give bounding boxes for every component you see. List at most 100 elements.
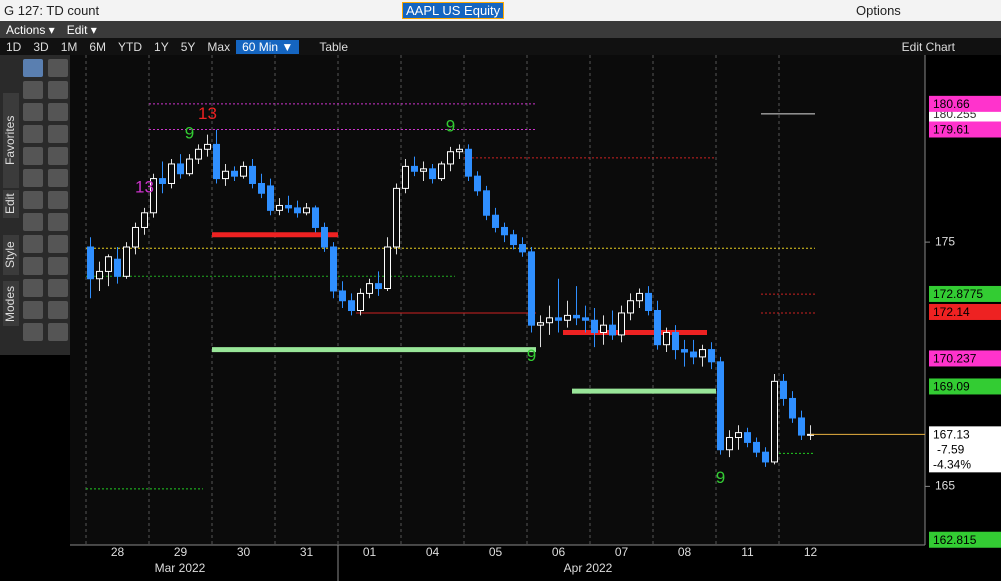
chart: 28 29 30 31 01 04 05 06 07 08 11 12 Mar 2022 Apr 2022… (70, 55, 1001, 581)
x-tick-label: 01 (363, 545, 377, 559)
range-button[interactable]: 6M (89, 39, 107, 54)
range-button[interactable]: 1Y (154, 39, 169, 54)
tool-icon[interactable] (48, 213, 68, 231)
candle-body (276, 204, 283, 211)
candle-body (87, 246, 94, 280)
plot-area (70, 55, 925, 545)
title-bar: G 127: TD count AAPL US Equity Options (0, 0, 1001, 21)
tool-icon[interactable] (48, 125, 68, 143)
candle-body (519, 244, 526, 253)
price-label-box (929, 531, 1001, 548)
range-button[interactable]: 1D (6, 39, 22, 54)
candle-body (654, 310, 661, 346)
tool-icon[interactable] (48, 301, 68, 319)
interval-button[interactable]: 60 Min ▼ (236, 39, 300, 54)
candle-body (609, 324, 616, 336)
candle-body (267, 185, 274, 211)
last-price: 167.13 (933, 428, 970, 442)
candle-body (168, 163, 175, 184)
y-tick-label: 175 (935, 234, 955, 248)
range-button[interactable]: 5Y (180, 39, 196, 54)
candle-body (420, 168, 427, 172)
td-count: 13 (198, 104, 217, 123)
menu-item[interactable]: Edit ▾ (66, 22, 97, 37)
tool-icon[interactable] (48, 191, 68, 209)
candle-body (591, 319, 598, 333)
candle-body (573, 314, 580, 319)
candle-body (222, 170, 229, 180)
tool-icon[interactable] (48, 169, 68, 187)
range-bar: 1D 3D 1M 6M YTD 1Y 5Y Max 60 Min ▼ Table Edit Char… (0, 38, 1001, 55)
options[interactable]: Options (856, 3, 901, 18)
x-tick-label: 12 (804, 545, 818, 559)
candle-body (348, 300, 355, 312)
candle-body (537, 322, 544, 326)
candle-body (690, 351, 697, 358)
ticker-input[interactable]: AAPL US Equity (402, 2, 505, 19)
tool-icon[interactable] (23, 323, 43, 341)
candle-body (735, 432, 742, 439)
x-tick-label: 11 (741, 545, 754, 559)
x-tick-label: 30 (237, 545, 251, 559)
candle-body (465, 148, 472, 177)
candle-body (708, 349, 715, 363)
candle-body (150, 178, 157, 214)
tool-icon[interactable] (48, 59, 68, 77)
candle-body (294, 207, 301, 214)
candle-body (717, 361, 724, 451)
tool-icon[interactable] (23, 301, 43, 319)
tool-icon[interactable] (23, 59, 43, 77)
tool-panel: Favorites Edit Style Modes (0, 55, 70, 355)
menu-bar: Actions ▾ Edit ▾ (0, 21, 1001, 38)
candle-body (555, 317, 562, 321)
tool-icon[interactable] (23, 169, 43, 187)
range-button[interactable]: 3D (33, 39, 49, 54)
tool-icon[interactable] (48, 235, 68, 253)
tool-icon[interactable] (23, 81, 43, 99)
range-button[interactable]: 1M (60, 39, 78, 54)
candle-body (258, 182, 265, 194)
candle-body (762, 451, 769, 463)
price-label: 180.66 (933, 97, 970, 111)
tool-icon[interactable] (23, 257, 43, 275)
tool-icon[interactable] (48, 81, 68, 99)
tool-icon[interactable] (48, 279, 68, 297)
tool-icon[interactable] (23, 147, 43, 165)
tool-icon[interactable] (48, 323, 68, 341)
x-tick-label: 08 (678, 545, 692, 559)
candle-body (564, 314, 571, 321)
menu-item[interactable]: Actions ▾ (6, 22, 55, 37)
edit-chart[interactable]: Edit Chart (901, 39, 955, 54)
candle-body (699, 349, 706, 358)
tool-icon[interactable] (48, 147, 68, 165)
tool-icon[interactable] (48, 103, 68, 121)
price-label: 172.8775 (933, 287, 983, 301)
tool-icon[interactable] (23, 191, 43, 209)
candle-body (663, 331, 670, 346)
range-button[interactable]: Max (207, 39, 231, 54)
candle-body (429, 168, 436, 180)
tool-icon[interactable] (48, 257, 68, 275)
candle-body (249, 165, 256, 184)
price-label-box (929, 350, 1001, 367)
price-label: 172.14 (933, 305, 970, 319)
tool-icon[interactable] (23, 125, 43, 143)
candle-body (384, 246, 391, 290)
candle-body (645, 292, 652, 312)
tool-icon[interactable] (23, 213, 43, 231)
last-price-box (929, 426, 1001, 473)
y-tick-label: 165 (935, 479, 955, 493)
price-label: 162.815 (933, 533, 977, 547)
tool-icon[interactable] (23, 235, 43, 253)
price-label: 169.09 (933, 380, 970, 394)
range-button[interactable]: YTD (118, 39, 143, 54)
candle-body (357, 292, 364, 312)
tool-icon[interactable] (23, 279, 43, 297)
candle-body (375, 283, 382, 290)
candle-body (618, 312, 625, 336)
td-count: 9 (527, 346, 536, 365)
x-tick-label: 28 (111, 545, 125, 559)
x-tick-label: 29 (174, 545, 188, 559)
table-button[interactable]: Table (319, 39, 348, 54)
tool-icon[interactable] (23, 103, 43, 121)
